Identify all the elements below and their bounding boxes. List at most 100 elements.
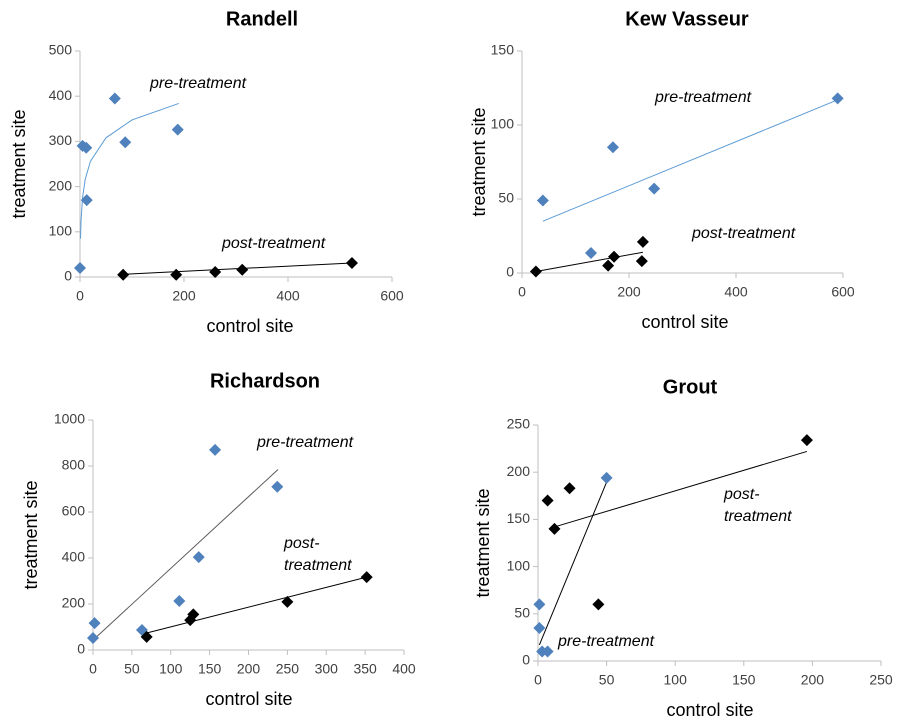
y-axis-label: treatment site <box>473 488 493 597</box>
x-tick-label: 150 <box>732 672 756 688</box>
y-tick-label: 100 <box>507 557 531 573</box>
chart-title: Richardson <box>210 370 320 392</box>
x-tick-label: 400 <box>724 284 748 300</box>
x-axis-label: control site <box>206 316 293 336</box>
data-point <box>608 250 621 263</box>
data-point <box>271 480 284 493</box>
x-tick-label: 100 <box>159 661 183 677</box>
trendline <box>554 450 808 528</box>
x-tick-label: 300 <box>315 661 339 677</box>
data-point <box>800 434 813 447</box>
x-tick-label: 100 <box>664 672 688 688</box>
x-axis-label: control site <box>205 689 292 709</box>
series-annotation: post-treatment <box>724 486 792 525</box>
data-point <box>192 551 205 564</box>
y-tick-label: 50 <box>498 190 514 206</box>
series-annotation: pre-treatment <box>655 89 752 106</box>
data-point <box>541 494 554 507</box>
data-point <box>548 522 561 535</box>
data-point <box>529 265 542 278</box>
data-point <box>209 443 222 456</box>
data-point <box>117 268 130 281</box>
y-tick-label: 50 <box>514 605 530 621</box>
y-tick-label: 0 <box>506 264 514 280</box>
x-tick-label: 250 <box>869 672 893 688</box>
data-point <box>80 141 93 154</box>
x-tick-label: 600 <box>380 288 404 304</box>
data-point <box>171 123 184 136</box>
x-tick-label: 200 <box>801 672 825 688</box>
series-annotation: post-treatment <box>222 235 326 252</box>
data-point <box>88 617 101 630</box>
y-tick-label: 400 <box>49 87 73 103</box>
y-tick-label: 200 <box>49 177 73 193</box>
data-point <box>600 471 613 484</box>
trendline <box>535 251 643 273</box>
y-tick-label: 500 <box>49 42 73 58</box>
data-point <box>360 571 373 584</box>
data-point <box>585 247 598 260</box>
data-point <box>635 255 648 268</box>
y-axis-label: treatment site <box>9 109 29 218</box>
data-point <box>170 268 183 281</box>
data-point <box>80 194 93 207</box>
data-point <box>636 235 649 248</box>
y-axis-label: treatment site <box>21 480 41 589</box>
data-point <box>541 645 554 658</box>
data-point <box>533 621 546 634</box>
x-tick-label: 50 <box>599 672 615 688</box>
y-tick-label: 1000 <box>54 411 85 427</box>
trendline <box>80 102 179 239</box>
trendline <box>92 469 279 641</box>
y-tick-label: 150 <box>491 42 515 58</box>
data-point <box>119 136 132 149</box>
x-tick-label: 400 <box>392 661 416 677</box>
data-point <box>536 194 549 207</box>
data-point <box>648 182 661 195</box>
trendline <box>146 576 367 634</box>
y-tick-label: 200 <box>507 463 531 479</box>
x-tick-label: 350 <box>353 661 377 677</box>
chart-title: Grout <box>663 376 718 398</box>
y-tick-label: 800 <box>62 457 86 473</box>
x-tick-label: 0 <box>518 284 526 300</box>
series-annotation: post-treatment <box>692 225 796 242</box>
data-point <box>173 595 186 608</box>
data-point <box>87 632 99 645</box>
chart-title: Kew Vasseur <box>625 8 749 30</box>
x-tick-label: 400 <box>276 288 300 304</box>
series-annotation: post-treatment <box>284 535 352 574</box>
y-tick-label: 400 <box>62 549 86 565</box>
data-point <box>209 266 222 279</box>
data-point <box>533 598 546 611</box>
data-point <box>592 598 605 611</box>
series-annotation: pre-treatment <box>150 75 247 92</box>
y-tick-label: 100 <box>491 116 515 132</box>
y-axis-label: treatment site <box>469 107 489 216</box>
data-point <box>74 261 86 274</box>
y-tick-label: 0 <box>77 641 85 657</box>
series-annotation: pre-treatment <box>558 633 655 650</box>
data-point <box>602 259 615 272</box>
y-tick-label: 250 <box>507 416 531 432</box>
y-tick-label: 100 <box>49 223 73 239</box>
data-point <box>563 482 576 495</box>
x-tick-label: 200 <box>172 288 196 304</box>
x-tick-label: 250 <box>276 661 300 677</box>
y-tick-label: 0 <box>64 268 72 284</box>
x-tick-label: 600 <box>831 284 855 300</box>
data-point <box>236 263 249 276</box>
y-tick-label: 150 <box>507 510 531 526</box>
data-point <box>187 608 200 621</box>
y-tick-label: 600 <box>62 503 86 519</box>
x-tick-label: 0 <box>89 661 97 677</box>
series-annotation: pre-treatment <box>257 434 354 451</box>
chart-title: Randell <box>226 8 298 30</box>
trendline <box>542 99 838 222</box>
data-point <box>281 595 294 608</box>
x-axis-label: control site <box>641 312 728 332</box>
data-point <box>831 92 844 105</box>
data-point <box>606 141 619 154</box>
